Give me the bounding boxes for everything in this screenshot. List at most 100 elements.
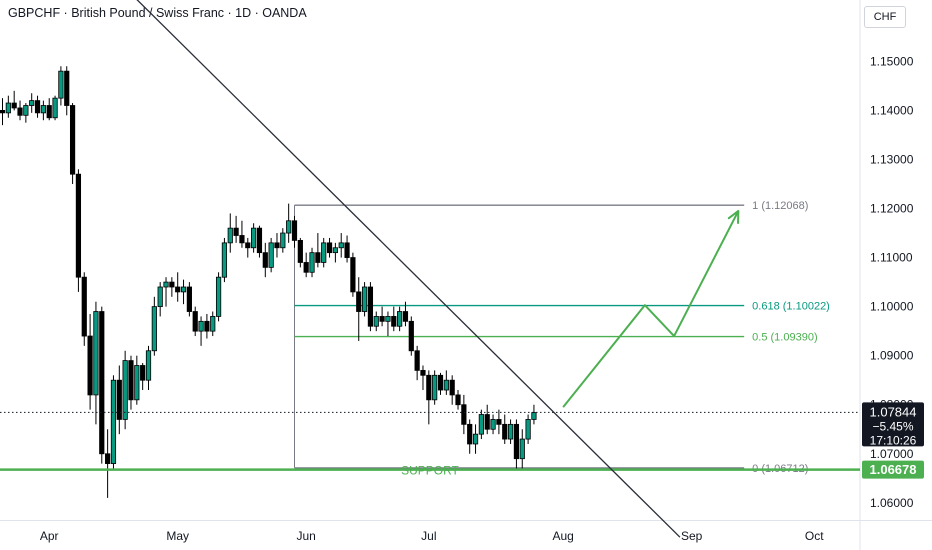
- candle-body-up: [373, 316, 379, 327]
- candles: [0, 66, 537, 498]
- currency-button[interactable]: CHF: [864, 6, 906, 28]
- candle: [46, 98, 52, 121]
- candle: [507, 419, 514, 444]
- candle: [373, 311, 379, 332]
- candle-body-up: [58, 70, 64, 99]
- price-tick-label: 1.10000: [870, 300, 914, 314]
- candle: [93, 301, 99, 425]
- candle: [461, 394, 467, 435]
- candle: [426, 370, 432, 425]
- candle: [443, 370, 449, 395]
- price-tick-label: 1.11000: [870, 251, 913, 265]
- candle: [233, 215, 239, 243]
- candle-body-up: [321, 242, 327, 263]
- candle-body-down: [34, 100, 41, 114]
- candle: [227, 213, 233, 253]
- time-tick-label: Jul: [421, 529, 436, 543]
- candle: [169, 277, 175, 297]
- candle: [367, 282, 374, 332]
- candle: [204, 313, 210, 339]
- candle: [361, 282, 368, 317]
- candle-body-down: [262, 252, 268, 268]
- last-price-value: 1.07844: [870, 404, 917, 419]
- candle-body-down: [496, 419, 502, 425]
- projection-arrow[interactable]: [562, 210, 740, 408]
- price-tick-label: 1.07000: [870, 447, 914, 461]
- price-axis[interactable]: 1.15000 1.14000 1.13000 1.12000 1.11000 1.100…: [862, 54, 924, 510]
- candle: [64, 66, 70, 116]
- last-price-badge: [862, 402, 924, 447]
- bar-countdown: 17:10:26: [870, 433, 917, 447]
- candle-body-up: [210, 316, 216, 332]
- candle: [344, 235, 350, 263]
- candle-body-down: [315, 252, 321, 263]
- candle: [186, 282, 192, 317]
- candle-body-up: [478, 414, 484, 435]
- candle-body-down: [64, 70, 70, 106]
- candle-body-down: [391, 316, 397, 327]
- candle: [513, 419, 520, 469]
- candle: [251, 223, 257, 253]
- candle: [17, 100, 23, 121]
- candle: [99, 306, 105, 464]
- candle-body-up: [525, 419, 531, 440]
- candle: [140, 363, 146, 391]
- candle-body-down: [467, 423, 473, 445]
- candle: [11, 90, 17, 111]
- time-tick-label: Jun: [297, 529, 316, 543]
- candle-body-up: [361, 286, 368, 312]
- time-axis[interactable]: Apr May Jun Jul Aug Sep Oct: [40, 529, 824, 543]
- candle: [210, 311, 216, 337]
- candle-body-down: [356, 291, 362, 312]
- candle: [29, 93, 35, 113]
- candle-body-down: [455, 394, 461, 406]
- candle-body-up: [145, 350, 152, 381]
- time-tick-label: May: [166, 529, 189, 543]
- candle-body-up: [180, 286, 187, 293]
- fibonacci-retracement[interactable]: 1 (1.12068)0.618 (1.10022)0.5 (1.09390)0…: [294, 200, 830, 475]
- time-tick-label: Aug: [552, 529, 573, 543]
- price-tick-label: 1.14000: [870, 103, 914, 117]
- candle-body-up: [332, 247, 338, 254]
- candle-body-down: [297, 239, 303, 263]
- candle: [455, 390, 461, 410]
- candle-body-up: [507, 423, 514, 440]
- candle: [321, 237, 327, 268]
- trendline[interactable]: [26, 0, 681, 538]
- chart-title: GBPCHF · British Pound / Swiss Franc · 1…: [8, 6, 307, 20]
- candle-body-down: [169, 281, 175, 288]
- candle-body-down: [420, 369, 426, 376]
- last-price-change: −5.45%: [872, 419, 913, 433]
- candle: [437, 372, 444, 395]
- candle-body-up: [286, 220, 292, 234]
- candle: [408, 316, 414, 356]
- candle-body-down: [116, 379, 122, 420]
- candle: [326, 237, 333, 258]
- candle: [34, 95, 41, 118]
- candle-body-up: [93, 311, 99, 396]
- candle-body-down: [233, 227, 239, 236]
- candle-body-down: [402, 311, 409, 322]
- candle: [432, 370, 438, 405]
- candle: [379, 306, 385, 327]
- support-price-value: 1.06678: [870, 462, 917, 477]
- candle-body-up: [5, 102, 11, 114]
- drawings[interactable]: SUPPORT: [0, 0, 860, 538]
- candle: [391, 306, 397, 332]
- candle: [490, 414, 496, 435]
- candle-body-down: [105, 453, 111, 464]
- candle-body-up: [519, 438, 525, 460]
- candle-body-up: [397, 311, 403, 327]
- candle: [519, 429, 525, 469]
- candle-body-down: [192, 311, 198, 332]
- candle-body-up: [134, 365, 140, 401]
- candle-body-up: [163, 281, 169, 288]
- candle: [397, 306, 403, 332]
- candle: [338, 233, 344, 258]
- candle: [262, 242, 268, 278]
- candle: [268, 237, 274, 273]
- fib-level-label: 0.5 (1.09390): [752, 332, 817, 344]
- candle-body-up: [227, 227, 233, 244]
